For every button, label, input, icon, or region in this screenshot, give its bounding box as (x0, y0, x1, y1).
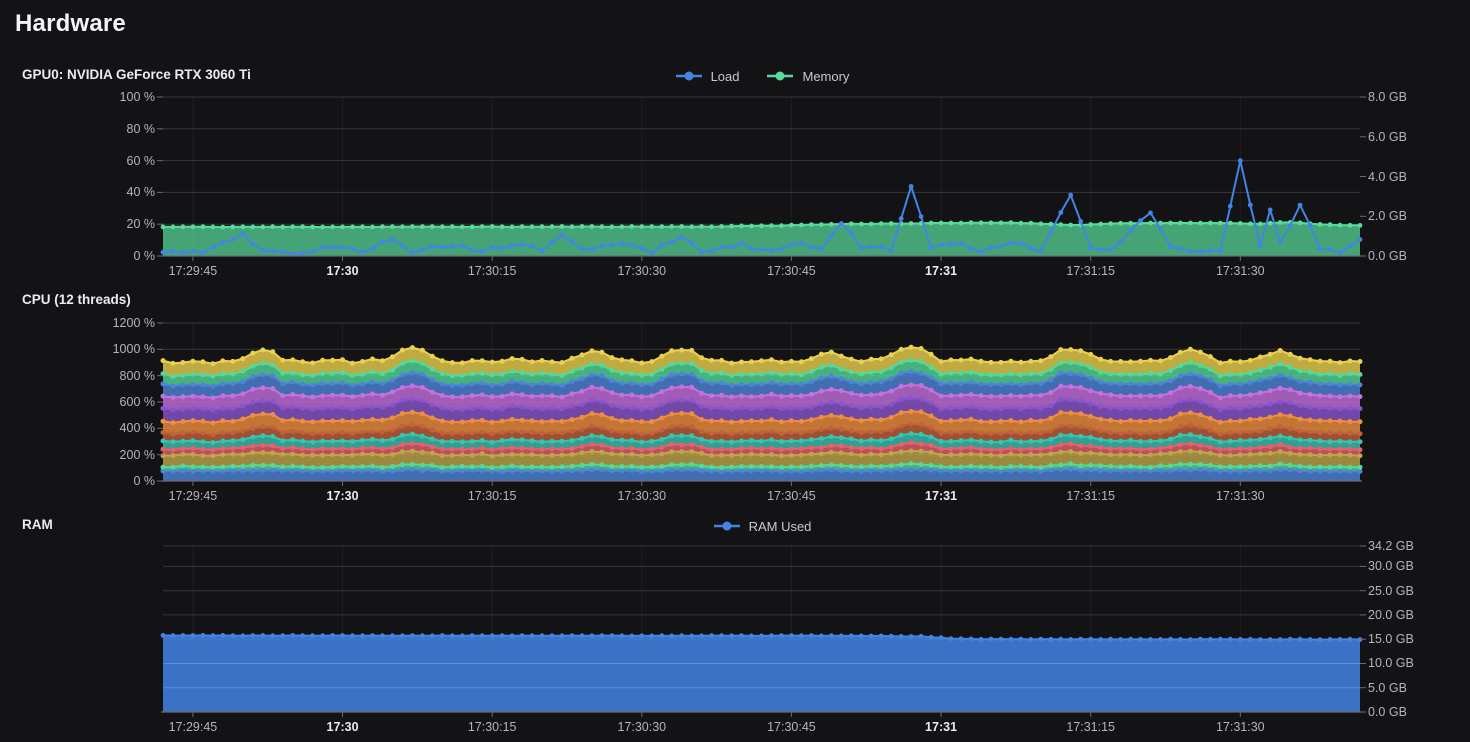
ram-legend-item-ram-used[interactable]: RAM Used (712, 518, 812, 534)
cpu-y-left-tick-label: 0 % (133, 474, 155, 488)
ram-x-tick-label: 17:30:15 (467, 720, 517, 734)
cpu-y-left-tick-label: 800 % (119, 368, 155, 383)
cpu-band-thread-11 (163, 360, 1360, 387)
gpu-y-left-tick-label: 80 % (126, 121, 156, 136)
gpu-x-tick-label: 17:30:30 (617, 264, 667, 278)
ram-x-tick-label: 17:31:30 (1215, 720, 1265, 734)
ram-y-right-tick-label: 25.0 GB (1368, 583, 1414, 598)
cpu-x-tick-label: 17:31 (925, 489, 958, 503)
cpu-y-left-tick-label: 1000 % (112, 342, 155, 357)
gpu-legend-marker-icon (767, 71, 794, 81)
ram-legend-marker-icon (713, 521, 740, 531)
gpu-y-left-tick-label: 40 % (126, 185, 156, 200)
ram-y-right-tick-label: 30.0 GB (1368, 559, 1414, 574)
ram-y-right-tick-label: 5.0 GB (1368, 680, 1407, 695)
gpu-y-right-tick-label: 0.0 GB (1368, 249, 1407, 263)
gpu-y-left-tick-label: 20 % (126, 217, 156, 232)
ram-legend: RAM Used (163, 517, 1360, 535)
gpu-legend-item-load[interactable]: Load (674, 68, 740, 84)
cpu-x-tick-label: 17:31:15 (1066, 489, 1115, 503)
gpu-y-right-tick-label: 4.0 GB (1368, 169, 1407, 184)
gpu-legend-marker-icon (675, 71, 702, 81)
gpu-x-tick-label: 17:31:15 (1066, 264, 1115, 278)
gpu-y-left-tick-label: 0 % (133, 249, 155, 263)
cpu-y-left-tick-label: 200 % (119, 447, 155, 462)
cpu-markers-thread-9 (160, 382, 1363, 401)
page-title: Hardware (15, 10, 126, 37)
cpu-markers-thread-1 (160, 466, 1363, 474)
gpu-chart-title: GPU0: NVIDIA GeForce RTX 3060 Ti (22, 67, 251, 82)
ram-ram-used-markers (160, 633, 1363, 642)
gpu-y-left-tick-label: 60 % (126, 153, 156, 168)
cpu-y-left-tick-label: 600 % (119, 395, 155, 409)
ram-x-tick-label: 17:31:15 (1066, 720, 1115, 734)
ram-x-tick-label: 17:31 (925, 720, 958, 734)
gpu-x-tick-label: 17:31:30 (1215, 264, 1265, 278)
gpu-y-right-tick-label: 6.0 GB (1368, 129, 1407, 144)
cpu-markers-thread-5 (160, 431, 1363, 445)
cpu-x-tick-label: 17:31:30 (1215, 489, 1265, 503)
gpu-x-tick-label: 17:29:45 (168, 264, 218, 278)
cpu-markers-thread-8 (160, 395, 1363, 413)
cpu-x-tick-label: 17:30:45 (767, 489, 816, 503)
cpu-markers-thread-2 (160, 461, 1363, 471)
ram-x-tick-label: 17:30:30 (617, 720, 667, 734)
ram-chart-title: RAM (22, 517, 53, 532)
cpu-x-tick-label: 17:30:15 (467, 489, 517, 503)
cpu-y-left-tick-label: 400 % (119, 421, 155, 436)
cpu-markers-thread-10 (160, 369, 1363, 389)
ram-x-tick-label: 17:29:45 (168, 720, 218, 734)
cpu-markers-thread-6 (160, 421, 1363, 438)
gpu-y-right-tick-label: 8.0 GB (1368, 90, 1407, 104)
ram-y-right-tick-label: 15.0 GB (1368, 632, 1414, 647)
ram-y-right-tick-label: 0.0 GB (1368, 705, 1407, 719)
legend-label: RAM Used (748, 518, 812, 534)
gpu-x-tick-label: 17:30 (326, 264, 359, 278)
gpu-legend: Load Memory (163, 67, 1360, 85)
gpu-legend-item-memory[interactable]: Memory (765, 69, 849, 84)
ram-x-tick-label: 17:30 (326, 720, 359, 734)
cpu-x-tick-label: 17:30:30 (617, 489, 667, 503)
gpu-x-tick-label: 17:30:45 (767, 264, 816, 278)
gpu-memory-markers (160, 219, 1363, 230)
cpu-markers-thread-11 (160, 357, 1363, 380)
ram-y-right-tick-label: 34.2 GB (1368, 539, 1414, 553)
cpu-y-left-tick-label: 1200 % (112, 316, 155, 330)
cpu-chart-title: CPU (12 threads) (22, 292, 131, 307)
cpu-markers-thread-7 (160, 408, 1363, 426)
ram-ram-used-area (163, 635, 1360, 712)
ram-y-right-tick-label: 10.0 GB (1368, 656, 1414, 671)
gpu-y-left-tick-label: 100 % (119, 90, 155, 104)
cpu-x-tick-label: 17:29:45 (168, 489, 218, 503)
ram-x-tick-label: 17:30:45 (767, 720, 816, 734)
gpu-x-tick-label: 17:30:15 (467, 264, 517, 278)
cpu-x-tick-label: 17:30 (326, 489, 359, 503)
cpu-markers-thread-4 (160, 440, 1363, 453)
gpu-y-right-tick-label: 2.0 GB (1368, 209, 1407, 224)
cpu-markers-thread-12 (160, 344, 1363, 367)
legend-label: Memory (802, 68, 850, 84)
cpu-markers-thread-3 (160, 448, 1363, 459)
ram-y-right-tick-label: 20.0 GB (1368, 607, 1414, 622)
legend-label: Load (710, 68, 740, 84)
gpu-x-tick-label: 17:31 (925, 264, 958, 278)
